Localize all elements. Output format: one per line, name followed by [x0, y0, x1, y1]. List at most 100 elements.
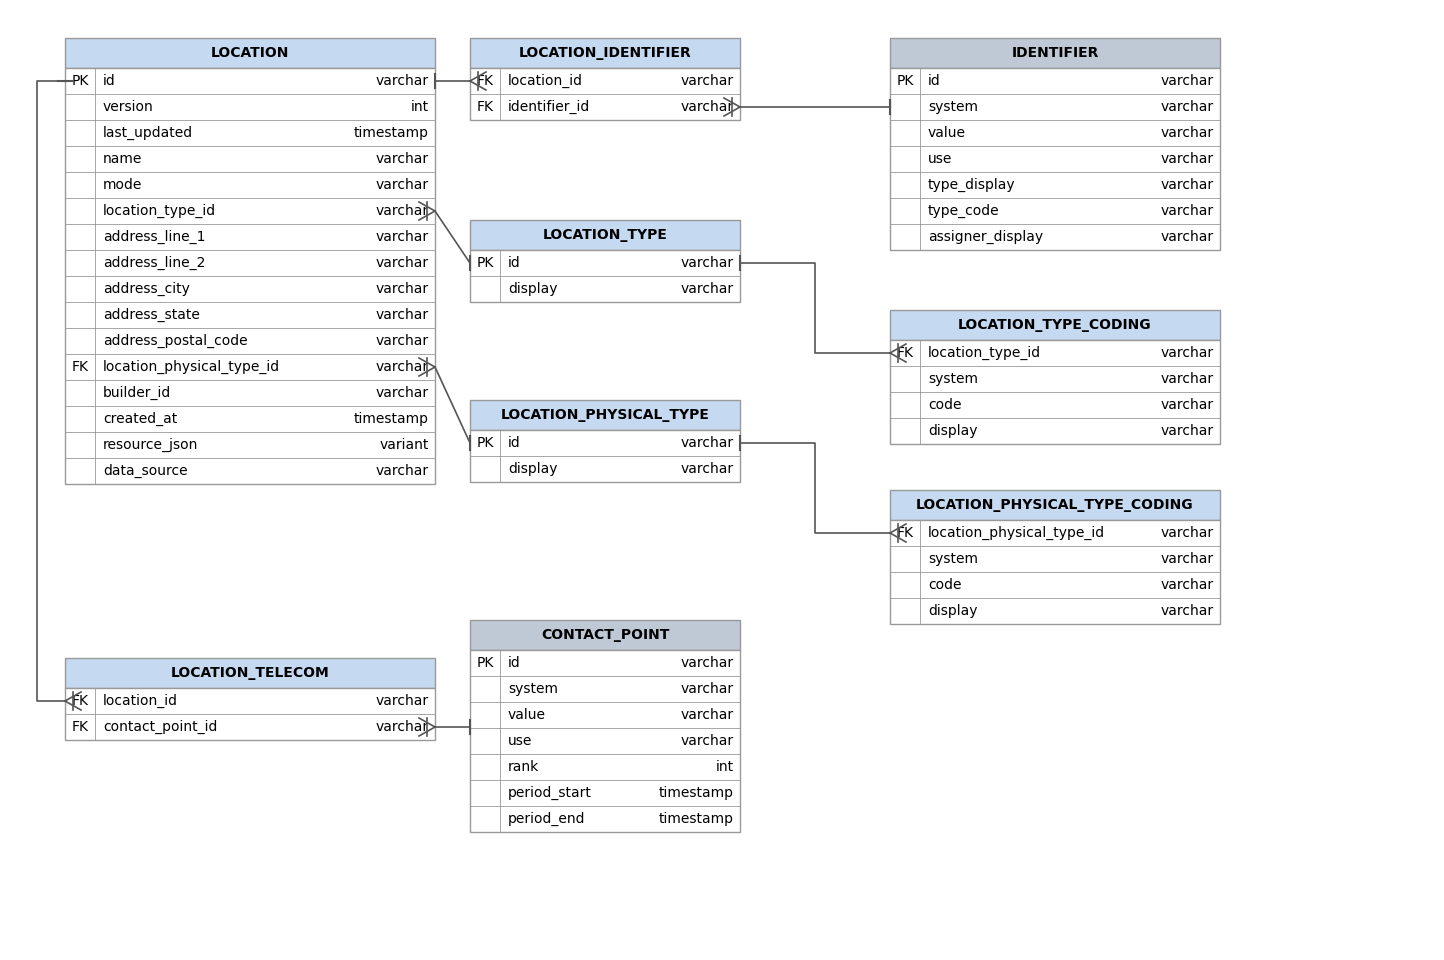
Text: timestamp: timestamp — [658, 812, 734, 826]
Text: PK: PK — [477, 656, 494, 670]
Text: timestamp: timestamp — [354, 126, 429, 140]
Text: system: system — [928, 552, 978, 566]
Text: use: use — [508, 734, 533, 748]
Text: varchar: varchar — [1161, 552, 1214, 566]
Text: created_at: created_at — [103, 412, 178, 426]
FancyBboxPatch shape — [65, 38, 435, 68]
Text: varchar: varchar — [1161, 604, 1214, 618]
Text: varchar: varchar — [1161, 230, 1214, 244]
Text: PK: PK — [897, 74, 914, 88]
Text: display: display — [928, 424, 978, 438]
Text: int: int — [716, 760, 734, 774]
Text: contact_point_id: contact_point_id — [103, 720, 218, 734]
Text: LOCATION_TYPE_CODING: LOCATION_TYPE_CODING — [959, 318, 1152, 332]
Text: location_type_id: location_type_id — [103, 204, 217, 218]
Text: type_display: type_display — [928, 178, 1015, 192]
Text: CONTACT_POINT: CONTACT_POINT — [542, 628, 669, 642]
FancyBboxPatch shape — [65, 688, 435, 740]
Text: location_type_id: location_type_id — [928, 346, 1041, 360]
Text: rank: rank — [508, 760, 539, 774]
Text: varchar: varchar — [375, 74, 429, 88]
Text: resource_json: resource_json — [103, 438, 198, 452]
Text: varchar: varchar — [375, 178, 429, 192]
Text: varchar: varchar — [682, 100, 734, 114]
Text: varchar: varchar — [375, 694, 429, 708]
FancyBboxPatch shape — [469, 400, 739, 430]
FancyBboxPatch shape — [65, 68, 435, 484]
Text: varchar: varchar — [682, 734, 734, 748]
Text: varchar: varchar — [1161, 526, 1214, 540]
Text: IDENTIFIER: IDENTIFIER — [1011, 46, 1099, 60]
Text: varchar: varchar — [682, 708, 734, 722]
Text: int: int — [412, 100, 429, 114]
Text: address_state: address_state — [103, 308, 199, 322]
FancyBboxPatch shape — [890, 490, 1220, 520]
Text: varchar: varchar — [375, 282, 429, 296]
FancyBboxPatch shape — [890, 310, 1220, 340]
Text: varchar: varchar — [375, 204, 429, 218]
Text: location_id: location_id — [103, 694, 178, 708]
Text: varchar: varchar — [1161, 372, 1214, 386]
Text: varchar: varchar — [375, 230, 429, 244]
Text: varchar: varchar — [682, 682, 734, 696]
Text: identifier_id: identifier_id — [508, 100, 591, 114]
FancyBboxPatch shape — [890, 340, 1220, 444]
Text: varchar: varchar — [1161, 346, 1214, 360]
Text: FK: FK — [477, 100, 494, 114]
Text: varchar: varchar — [1161, 398, 1214, 412]
Text: location_physical_type_id: location_physical_type_id — [928, 526, 1105, 540]
Text: FK: FK — [897, 526, 914, 540]
FancyBboxPatch shape — [469, 68, 739, 120]
Text: PK: PK — [71, 74, 88, 88]
Text: varchar: varchar — [1161, 100, 1214, 114]
Text: FK: FK — [72, 720, 88, 734]
Text: value: value — [508, 708, 546, 722]
Text: display: display — [508, 462, 557, 476]
Text: address_postal_code: address_postal_code — [103, 334, 247, 348]
Text: varchar: varchar — [375, 334, 429, 348]
Text: system: system — [928, 372, 978, 386]
Text: LOCATION_IDENTIFIER: LOCATION_IDENTIFIER — [518, 46, 692, 60]
Text: varchar: varchar — [1161, 178, 1214, 192]
Text: id: id — [508, 436, 521, 450]
Text: value: value — [928, 126, 966, 140]
Text: LOCATION_TELECOM: LOCATION_TELECOM — [170, 666, 329, 680]
FancyBboxPatch shape — [65, 658, 435, 688]
Text: LOCATION_PHYSICAL_TYPE_CODING: LOCATION_PHYSICAL_TYPE_CODING — [915, 498, 1194, 512]
Text: varchar: varchar — [375, 256, 429, 270]
Text: system: system — [928, 100, 978, 114]
FancyBboxPatch shape — [469, 650, 739, 832]
Text: display: display — [508, 282, 557, 296]
Text: varchar: varchar — [682, 256, 734, 270]
Text: varchar: varchar — [375, 308, 429, 322]
Text: type_code: type_code — [928, 204, 999, 218]
Text: assigner_display: assigner_display — [928, 230, 1043, 244]
Text: id: id — [103, 74, 116, 88]
Text: id: id — [508, 656, 521, 670]
Text: varchar: varchar — [1161, 126, 1214, 140]
Text: FK: FK — [477, 74, 494, 88]
Text: varchar: varchar — [682, 462, 734, 476]
Text: PK: PK — [477, 256, 494, 270]
Text: varchar: varchar — [682, 282, 734, 296]
Text: varchar: varchar — [682, 436, 734, 450]
Text: varchar: varchar — [1161, 74, 1214, 88]
Text: varchar: varchar — [682, 656, 734, 670]
Text: varchar: varchar — [375, 386, 429, 400]
Text: varchar: varchar — [375, 360, 429, 374]
Text: PK: PK — [477, 436, 494, 450]
Text: data_source: data_source — [103, 464, 188, 478]
Text: address_line_2: address_line_2 — [103, 256, 205, 270]
FancyBboxPatch shape — [469, 620, 739, 650]
Text: address_line_1: address_line_1 — [103, 230, 205, 244]
Text: varchar: varchar — [1161, 424, 1214, 438]
Text: LOCATION_TYPE: LOCATION_TYPE — [543, 228, 667, 242]
Text: address_city: address_city — [103, 282, 189, 296]
Text: mode: mode — [103, 178, 143, 192]
Text: FK: FK — [897, 346, 914, 360]
Text: code: code — [928, 398, 962, 412]
Text: varchar: varchar — [375, 152, 429, 166]
Text: id: id — [928, 74, 940, 88]
Text: LOCATION_PHYSICAL_TYPE: LOCATION_PHYSICAL_TYPE — [501, 408, 709, 422]
FancyBboxPatch shape — [469, 250, 739, 302]
